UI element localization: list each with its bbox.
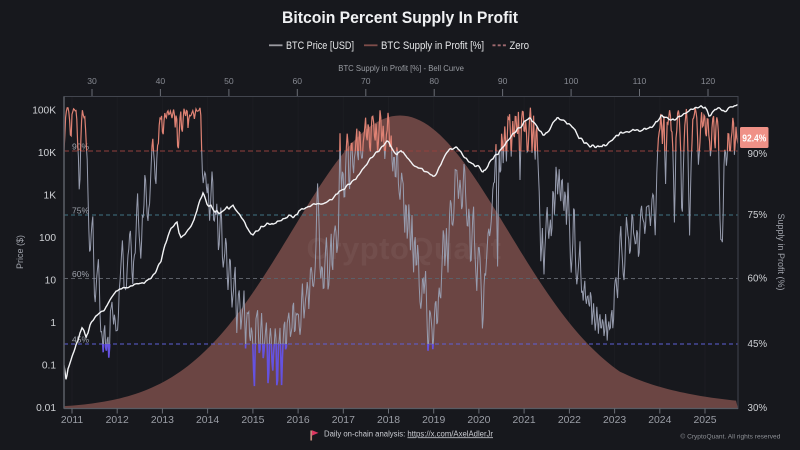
svg-text:2022: 2022	[558, 415, 581, 426]
svg-text:2016: 2016	[287, 415, 310, 426]
svg-text:2019: 2019	[422, 415, 445, 426]
svg-text:1: 1	[50, 318, 56, 329]
svg-text:30%: 30%	[748, 403, 768, 414]
svg-text:30: 30	[87, 76, 97, 86]
svg-text:92.4%: 92.4%	[742, 134, 766, 145]
svg-text:2025: 2025	[693, 415, 716, 426]
svg-text:100K: 100K	[32, 106, 56, 117]
svg-text:BTC Price [USD]: BTC Price [USD]	[286, 40, 354, 52]
svg-text:45%: 45%	[72, 335, 89, 345]
svg-text:2017: 2017	[332, 415, 355, 426]
svg-text:40: 40	[156, 76, 166, 86]
svg-text:2018: 2018	[377, 415, 400, 426]
svg-text:90: 90	[498, 76, 508, 86]
svg-text:50: 50	[224, 76, 234, 86]
svg-text:10K: 10K	[38, 148, 56, 159]
svg-text:2020: 2020	[467, 415, 490, 426]
svg-text:Price ($): Price ($)	[15, 235, 25, 269]
svg-text:2012: 2012	[106, 415, 129, 426]
svg-text:© CryptoQuant. All rights rese: © CryptoQuant. All rights reserved	[680, 433, 780, 441]
svg-text:2013: 2013	[151, 415, 174, 426]
svg-text:BTC Supply in Profit [%]: BTC Supply in Profit [%]	[381, 40, 484, 52]
svg-text:2011: 2011	[61, 415, 84, 426]
svg-text:80: 80	[429, 76, 439, 86]
svg-text:0.01: 0.01	[36, 403, 56, 414]
svg-text:1K: 1K	[44, 191, 57, 202]
svg-text:60: 60	[293, 76, 303, 86]
svg-text:120: 120	[701, 76, 716, 86]
svg-text:110: 110	[633, 76, 647, 86]
svg-text:70: 70	[361, 76, 371, 86]
svg-text:45%: 45%	[748, 339, 768, 350]
svg-text:75%: 75%	[748, 210, 768, 221]
svg-text:Bitcoin Percent Supply In Prof: Bitcoin Percent Supply In Profit	[282, 9, 518, 27]
svg-text:CryptoQuant: CryptoQuant	[307, 231, 502, 266]
svg-text:60%: 60%	[72, 269, 89, 279]
svg-text:2021: 2021	[513, 415, 536, 426]
svg-text:Zero: Zero	[510, 40, 530, 52]
svg-text:100: 100	[564, 76, 579, 86]
svg-text:Daily on-chain analysis: https: Daily on-chain analysis: https://x.com/A…	[324, 429, 493, 438]
svg-text:10: 10	[45, 276, 57, 287]
svg-text:100: 100	[39, 233, 56, 244]
svg-text:Supply in Profit (%): Supply in Profit (%)	[776, 213, 786, 290]
svg-text:2014: 2014	[196, 415, 219, 426]
svg-text:90%: 90%	[748, 149, 768, 160]
svg-text:0.1: 0.1	[42, 361, 56, 372]
svg-text:BTC Supply in Profit [%] - Bel: BTC Supply in Profit [%] - Bell Curve	[338, 64, 464, 73]
svg-text:60%: 60%	[748, 274, 768, 285]
svg-text:2024: 2024	[648, 415, 671, 426]
svg-text:2015: 2015	[241, 415, 264, 426]
svg-text:2023: 2023	[603, 415, 626, 426]
svg-text:75%: 75%	[72, 206, 89, 216]
